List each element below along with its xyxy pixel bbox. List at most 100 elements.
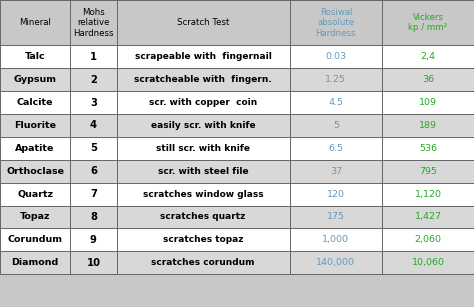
Bar <box>70 114 117 137</box>
Bar <box>290 251 382 274</box>
Text: scratches topaz: scratches topaz <box>163 235 243 244</box>
Text: 8: 8 <box>90 212 97 222</box>
Bar <box>290 114 382 137</box>
Text: 6: 6 <box>90 166 97 176</box>
Text: 0.03: 0.03 <box>325 52 346 61</box>
Bar <box>290 137 382 160</box>
Bar <box>0 228 70 251</box>
Bar <box>290 228 382 251</box>
Text: 1,120: 1,120 <box>415 190 441 199</box>
Text: Topaz: Topaz <box>20 212 50 221</box>
Bar <box>0 91 70 114</box>
Text: Corundum: Corundum <box>8 235 63 244</box>
Text: Mineral: Mineral <box>19 18 51 27</box>
Bar <box>70 0 117 45</box>
Bar <box>0 137 70 160</box>
Text: 1: 1 <box>90 52 97 62</box>
Bar <box>290 206 382 228</box>
Text: 3: 3 <box>90 98 97 108</box>
Bar <box>0 160 70 183</box>
Bar <box>290 0 382 45</box>
Text: 1.25: 1.25 <box>325 75 346 84</box>
Text: easily scr. with knife: easily scr. with knife <box>151 121 255 130</box>
Text: Vickers
kp / mm²: Vickers kp / mm² <box>409 13 447 33</box>
Bar <box>70 251 117 274</box>
Bar <box>0 206 70 228</box>
Bar <box>117 0 290 45</box>
Text: 140,000: 140,000 <box>316 258 356 267</box>
Bar <box>70 68 117 91</box>
Text: 6.5: 6.5 <box>328 144 343 153</box>
Bar <box>290 160 382 183</box>
Text: 189: 189 <box>419 121 437 130</box>
Bar <box>117 68 290 91</box>
Bar <box>117 183 290 206</box>
Text: Gypsum: Gypsum <box>14 75 56 84</box>
Text: 5: 5 <box>90 143 97 154</box>
Text: Quartz: Quartz <box>17 190 53 199</box>
Text: 795: 795 <box>419 167 437 176</box>
Bar <box>0 45 70 68</box>
Text: 9: 9 <box>90 235 97 245</box>
Text: 2: 2 <box>90 75 97 85</box>
Text: 4.5: 4.5 <box>328 98 343 107</box>
Text: 2,060: 2,060 <box>415 235 441 244</box>
Bar <box>382 183 474 206</box>
Text: Talc: Talc <box>25 52 46 61</box>
Text: scrapeable with  fingernail: scrapeable with fingernail <box>135 52 272 61</box>
Text: 10: 10 <box>86 258 100 268</box>
Text: Diamond: Diamond <box>11 258 59 267</box>
Bar <box>382 137 474 160</box>
Bar <box>117 160 290 183</box>
Text: 109: 109 <box>419 98 437 107</box>
Bar <box>70 160 117 183</box>
Bar <box>382 114 474 137</box>
Bar <box>382 228 474 251</box>
Bar <box>117 206 290 228</box>
Text: Rosiwal
absolute
Hardness: Rosiwal absolute Hardness <box>316 8 356 38</box>
Text: Orthoclase: Orthoclase <box>6 167 64 176</box>
Text: 1,427: 1,427 <box>415 212 441 221</box>
Text: Fluorite: Fluorite <box>14 121 56 130</box>
Text: scratches corundum: scratches corundum <box>151 258 255 267</box>
Text: 36: 36 <box>422 75 434 84</box>
Bar <box>70 206 117 228</box>
Text: 1,000: 1,000 <box>322 235 349 244</box>
Text: scratches window glass: scratches window glass <box>143 190 264 199</box>
Text: scratches quartz: scratches quartz <box>161 212 246 221</box>
Bar <box>382 206 474 228</box>
Bar <box>382 160 474 183</box>
Text: 37: 37 <box>330 167 342 176</box>
Bar <box>0 183 70 206</box>
Bar <box>382 91 474 114</box>
Text: scr. with steel file: scr. with steel file <box>158 167 248 176</box>
Text: 4: 4 <box>90 120 97 130</box>
Text: 5: 5 <box>333 121 339 130</box>
Text: Mohs
relative
Hardness: Mohs relative Hardness <box>73 8 114 38</box>
Bar <box>70 228 117 251</box>
Bar <box>70 45 117 68</box>
Bar <box>290 183 382 206</box>
Bar <box>117 45 290 68</box>
Bar <box>70 183 117 206</box>
Bar <box>117 251 290 274</box>
Bar <box>70 91 117 114</box>
Bar <box>117 228 290 251</box>
Text: 7: 7 <box>90 189 97 199</box>
Bar <box>382 68 474 91</box>
Text: 536: 536 <box>419 144 437 153</box>
Text: Apatite: Apatite <box>15 144 55 153</box>
Bar <box>0 68 70 91</box>
Text: still scr. with knife: still scr. with knife <box>156 144 250 153</box>
Bar <box>382 0 474 45</box>
Bar <box>0 251 70 274</box>
Bar <box>290 91 382 114</box>
Bar <box>70 137 117 160</box>
Text: 10,060: 10,060 <box>411 258 445 267</box>
Bar <box>382 251 474 274</box>
Bar <box>0 0 70 45</box>
Text: scr. with copper  coin: scr. with copper coin <box>149 98 257 107</box>
Bar <box>382 45 474 68</box>
Text: 175: 175 <box>327 212 345 221</box>
Text: 120: 120 <box>327 190 345 199</box>
